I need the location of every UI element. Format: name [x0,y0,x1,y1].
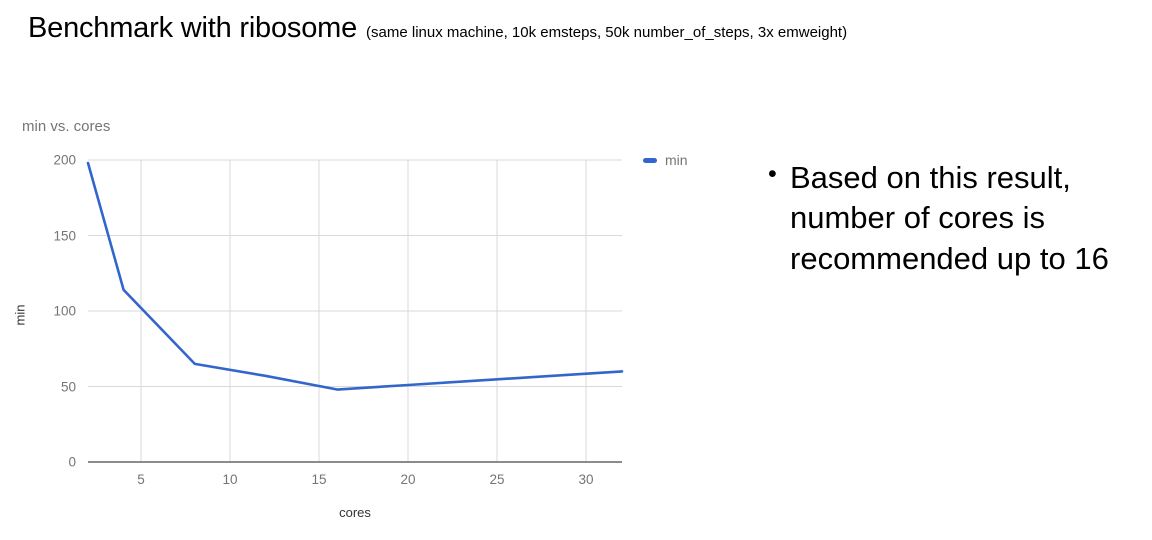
plot-area: 200 150 100 50 0 5 10 15 20 25 30 min co… [0,100,710,530]
slide-title-main: Benchmark with ribosome [28,12,358,44]
y-tick-50: 50 [60,379,76,394]
slide-title-subtitle: (same linux machine, 10k emsteps, 50k nu… [366,24,848,41]
x-tick-15: 15 [311,472,327,487]
y-axis-label: min [12,304,28,326]
chart-title: min vs. cores [22,118,111,135]
y-tick-150: 150 [53,228,76,243]
bullet-list: • Based on this result, number of cores … [768,158,1136,279]
x-axis-label: cores [339,505,371,520]
x-tick-5: 5 [137,472,145,487]
series-line-min [86,161,624,391]
x-tick-30: 30 [578,472,594,487]
y-tick-0: 0 [68,454,76,470]
legend-swatch-min-icon [643,157,657,163]
x-tick-25: 25 [489,472,505,487]
plot-svg [86,159,624,463]
vertical-gridlines [140,160,587,462]
chart-container: min vs. cores min [0,100,710,530]
slide-title: Benchmark with ribosome (same linux mach… [28,12,847,45]
bullet-text: Based on this result, number of cores is… [790,160,1109,276]
horizontal-gridlines [88,159,622,387]
chart-legend[interactable]: min [643,152,688,168]
x-tick-20: 20 [400,472,416,487]
y-tick-200: 200 [53,152,76,168]
legend-label-min: min [665,152,688,168]
y-tick-100: 100 [53,303,76,319]
bullet-point-icon: • [768,160,777,188]
x-tick-10: 10 [222,472,238,487]
list-item: • Based on this result, number of cores … [768,158,1136,279]
